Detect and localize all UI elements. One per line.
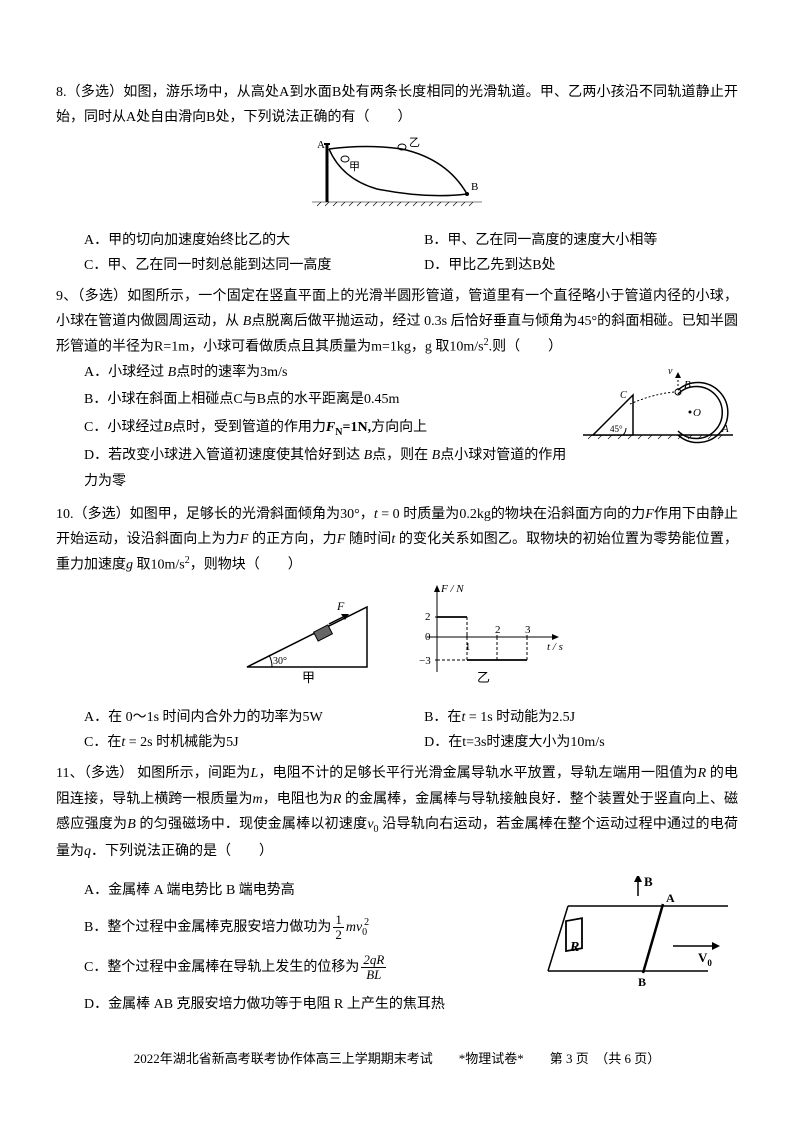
q10-figl-angle: 30° [273,656,287,667]
q9-fig-label-v: v [668,366,673,377]
q8-fig-label-a: A [317,139,325,151]
q10-figr-ylabel: F / N [440,583,464,595]
q11-stem: 11、（多选） 如图所示，间距为L，电阻不计的足够长平行光滑金属导轨水平放置，导… [56,761,738,863]
q10-figr-yn3: −3 [419,655,431,667]
q10-figl-f: F [336,599,345,613]
question-10: 10.（多选）如图甲，足够长的光滑斜面倾角为30°，t = 0 时质量为0.2k… [56,502,738,756]
q9-stem: 9、（多选）如图所示，一个固定在竖直平面上的光滑半圆形管道，管道里有一个直径略小… [56,284,738,360]
q9-figure: 45° B C O A v [578,360,738,459]
q10-opt-c: C．在t = 2s 时机械能为5J [84,730,398,755]
q8-options: A．甲的切向加速度始终比乙的大 B．甲、乙在同一高度的速度大小相等 C．甲、乙在… [84,228,738,278]
q10-figures: 30° F 甲 F / N t / s 2 0 −3 1 2 3 [56,582,738,701]
q11-fig-a: A [666,891,675,905]
q8-opt-c: C．甲、乙在同一时刻总能到达同一高度 [84,253,398,278]
q10-opt-b: B．在t = 1s 时动能为2.5J [424,705,738,730]
q10-options: A．在 0～1s 时间内合外力的功率为5W B．在t = 1s 时动能为2.5J… [84,705,738,755]
q9-fig-label-o: O [693,407,701,419]
q11-fig-r: R [569,940,579,955]
q9-fig-label-a: A [721,423,729,435]
q10-figr-y0: 0 [425,631,431,643]
q8-figure: A B 甲 乙 [56,134,738,223]
q10-figr-y2: 2 [425,611,431,623]
q10-figr-x2: 2 [495,624,501,636]
q8-opt-b: B．甲、乙在同一高度的速度大小相等 [424,228,738,253]
q10-figr-x3: 3 [525,624,531,636]
q8-fig-label-yi: 乙 [409,136,420,149]
q10-figl-jia: 甲 [302,670,315,685]
q11-figure: R A B B V0 [538,876,738,1005]
q10-stem: 10.（多选）如图甲，足够长的光滑斜面倾角为30°，t = 0 时质量为0.2k… [56,502,738,578]
q11-fig-bnode: B [638,975,646,989]
q11-fig-bfield: B [644,876,653,889]
q10-figr-x1: 1 [465,641,471,653]
question-8: 8.（多选）如图，游乐场中，从高处A到水面B处有两条长度相同的光滑轨道。甲、乙两… [56,80,738,278]
q8-opt-d: D．甲比乙先到达B处 [424,253,738,278]
q9-fig-label-b: B [684,379,691,391]
footer-text: 2022年湖北省新高考联考协作体高三上学期期末考试 *物理试卷* 第 3 页 （… [134,1051,661,1066]
question-9: 9、（多选）如图所示，一个固定在竖直平面上的光滑半圆形管道，管道里有一个直径略小… [56,284,738,496]
q8-stem: 8.（多选）如图，游乐场中，从高处A到水面B处有两条长度相同的光滑轨道。甲、乙两… [56,80,738,130]
q10-figr-yi: 乙 [477,670,490,685]
question-11: 11、（多选） 如图所示，间距为L，电阻不计的足够长平行光滑金属导轨水平放置，导… [56,761,738,1019]
q10-figr-xlabel: t / s [547,641,563,653]
q8-fig-label-jia: 甲 [349,161,360,173]
q9-fig-angle: 45° [610,424,623,434]
q8-fig-label-b: B [471,181,478,193]
page-footer: 2022年湖北省新高考联考协作体高三上学期期末考试 *物理试卷* 第 3 页 （… [0,1047,794,1070]
q11-fig-v0: V0 [698,950,712,968]
q10-opt-d: D．在t=3s时速度大小为10m/s [424,730,738,755]
q10-opt-a: A．在 0～1s 时间内合外力的功率为5W [84,705,398,730]
q9-fig-label-c: C [620,390,627,401]
q8-opt-a: A．甲的切向加速度始终比乙的大 [84,228,398,253]
